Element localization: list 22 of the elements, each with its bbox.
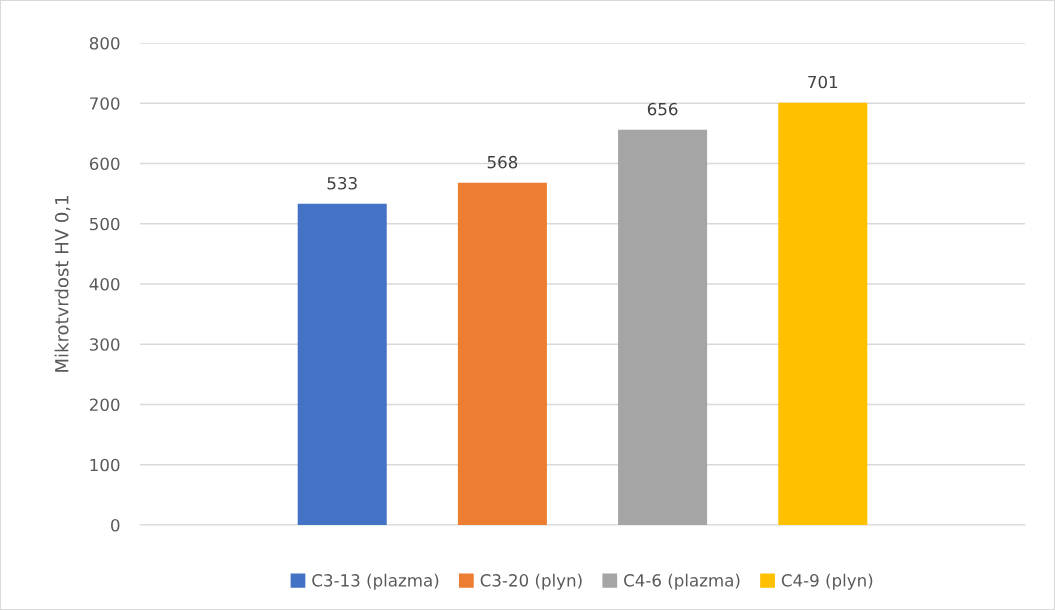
bar xyxy=(778,102,868,525)
y-tick-label: 300 xyxy=(90,338,120,351)
legend-label: C4-6 (plazma) xyxy=(624,573,740,590)
legend-label: C3-13 (plazma) xyxy=(312,573,439,590)
y-axis-title: Mikrotvrdost HV 0,1 xyxy=(54,196,71,372)
data-label: 656 xyxy=(647,102,678,116)
bar xyxy=(297,203,387,525)
bar xyxy=(618,129,708,525)
y-tick-label: 0 xyxy=(111,518,120,532)
legend-label: C4-9 (plyn) xyxy=(781,573,873,590)
bar xyxy=(457,182,547,525)
data-label: 533 xyxy=(327,176,357,190)
y-tick-label: 700 xyxy=(90,97,120,110)
data-label: 701 xyxy=(808,75,838,89)
y-tick-label: 200 xyxy=(89,398,120,412)
y-tick-label: 500 xyxy=(90,217,120,231)
y-tick-label: 800 xyxy=(89,36,120,50)
legend-label: C3-20 (plyn) xyxy=(480,573,582,590)
data-label: 568 xyxy=(487,155,518,169)
y-tick-label: 600 xyxy=(89,157,120,171)
y-tick-label: 400 xyxy=(89,277,120,291)
y-tick-label: 100 xyxy=(90,458,120,472)
